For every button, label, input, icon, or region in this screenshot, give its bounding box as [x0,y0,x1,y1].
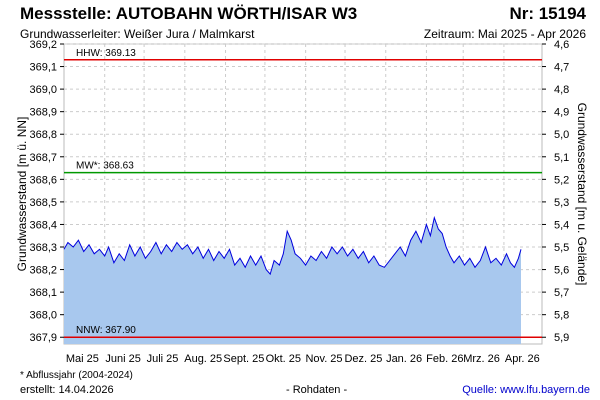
y2-tick-label: 5,8 [554,310,569,322]
y-tick-label: 368,5 [29,197,57,209]
y2-axis-label: Grundwasserstand [m u. Gelände] [575,103,589,286]
y2-tick-label: 5,1 [554,152,569,164]
hhw-label: HHW: 369.13 [76,48,136,59]
y-tick-label: 368,0 [29,310,57,322]
y-axis-left: 369,2 369,1 369,0 368,9 368,8 368,7 368,6 368,5… [29,39,64,344]
y2-tick-label: 4,9 [554,107,569,119]
station-number: Nr: 15194 [509,4,586,23]
y2-tick-label: 5,4 [554,219,569,231]
created-date: erstellt: 14.04.2026 [20,384,114,396]
x-tick-label: Okt. 25 [266,353,301,365]
y-tick-label: 369,0 [29,84,57,96]
x-tick-label: Juli 25 [147,353,179,365]
y-tick-label: 369,2 [29,39,57,51]
y-axis-right: 4,6 4,7 4,8 4,9 5,0 5,1 5,2 5,3 5,4 5,5 5,6 5,7 5,8 5… [542,39,569,344]
y-tick-label: 368,6 [29,174,57,186]
y-tick-label: 368,1 [29,287,57,299]
period-label: Zeitraum: Mai 2025 - Apr 2026 [423,27,586,41]
raw-data-label: - Rohdaten - [286,384,348,396]
y-tick-label: 368,2 [29,265,57,277]
y-tick-label: 368,8 [29,129,57,141]
y-tick-label: 368,9 [29,107,57,119]
footnote: * Abflussjahr (2004-2024) [20,370,133,381]
x-tick-label: Dez. 25 [344,353,382,365]
y2-tick-label: 4,6 [554,39,569,51]
y-tick-label: 367,9 [29,332,57,344]
y-tick-label: 368,3 [29,242,57,254]
x-tick-label: Aug. 25 [184,353,222,365]
y2-tick-label: 5,5 [554,242,569,254]
y-tick-label: 368,4 [29,219,57,231]
x-tick-label: Nov. 25 [305,353,342,365]
y2-tick-label: 4,7 [554,62,569,74]
y2-tick-label: 5,2 [554,174,569,186]
y-axis-label: Grundwasserstand [m ü. NN] [15,117,29,272]
y2-tick-label: 4,8 [554,84,569,96]
y2-tick-label: 5,0 [554,129,569,141]
x-tick-label: Jan. 26 [386,353,422,365]
station-title: Messstelle: AUTOBAHN WÖRTH/ISAR W3 [20,4,358,23]
x-tick-label: Mai 25 [66,353,99,365]
source-link[interactable]: Quelle: www.lfu.bayern.de [462,384,590,396]
y-tick-label: 368,7 [29,152,57,164]
x-tick-label: Mrz. 26 [463,353,500,365]
x-tick-label: Sept. 25 [223,353,264,365]
y2-tick-label: 5,6 [554,265,569,277]
series-line [63,215,522,276]
grid [64,43,542,344]
y2-tick-label: 5,3 [554,197,569,209]
mw-label: MW*: 368.63 [76,161,134,172]
x-tick-label: Apr. 26 [505,353,540,365]
nnw-label: NNW: 367.90 [76,325,136,336]
y2-tick-label: 5,9 [554,332,569,344]
series-area [64,217,521,344]
x-tick-label: Feb. 26 [426,353,463,365]
aquifer-label: Grundwasserleiter: Weißer Jura / Malmkar… [20,27,255,41]
reference-lines: HHW: 369.13 MW*: 368.63 NNW: 367.90 [64,48,542,338]
x-axis: Mai 25 Juni 25 Juli 25 Aug. 25 Sept. 25 Okt. … [66,353,540,365]
y-tick-label: 369,1 [29,62,57,74]
x-tick-label: Juni 25 [105,353,140,365]
y2-tick-label: 5,7 [554,287,569,299]
